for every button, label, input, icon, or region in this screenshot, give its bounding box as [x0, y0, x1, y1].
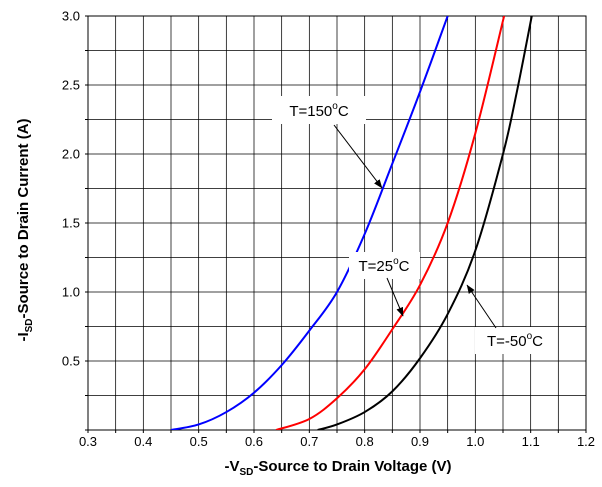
y-axis-label-tail: -Source to Drain Current (A) — [15, 118, 32, 318]
x-axis-label-sub: SD — [240, 467, 254, 478]
y-tick-label: 0.5 — [62, 354, 80, 369]
y-axis-label: -ISD-Source to Drain Current (A) — [15, 118, 35, 341]
y-tick-label: 1.0 — [62, 285, 80, 300]
annotation-t-50: T=-50oC — [466, 284, 555, 354]
x-tick-label: 0.6 — [245, 434, 263, 449]
x-axis-label-tail: -Source to Drain Voltage (V) — [253, 458, 451, 475]
annotation-label-main: T=25 — [358, 258, 393, 275]
y-tick-label: 2.0 — [62, 147, 80, 162]
series-line-t25 — [275, 16, 506, 430]
annotation-label-tail: C — [338, 103, 349, 120]
annotation-arrow — [466, 284, 497, 329]
annotation-label-tail: C — [399, 258, 410, 275]
annotation-t150: T=150oC — [272, 96, 383, 189]
annotation-label: T=25oC — [358, 256, 409, 275]
x-axis-label: -VSD-Source to Drain Voltage (V) — [225, 458, 452, 478]
annotation-label-sup: o — [527, 331, 533, 342]
plot-frame — [87, 15, 587, 431]
y-tick-label: 3.0 — [62, 9, 80, 24]
x-tick-label: 0.8 — [356, 434, 374, 449]
annotation-label: T=-50oC — [487, 331, 543, 350]
annotation-t25: T=25oC — [349, 252, 420, 317]
annotation-background — [272, 96, 366, 124]
y-tick-label: 1.5 — [62, 216, 80, 231]
tick-marks — [85, 15, 587, 433]
tick-labels: 0.3 0.4 0.5 0.6 0.7 0.8 0.9 1.0 1.1 1.2 0.5 1.0 1.5 2… — [62, 9, 595, 450]
annotation-background — [349, 252, 420, 279]
x-tick-label: 0.7 — [300, 434, 318, 449]
y-axis-label-sub: SD — [24, 318, 35, 332]
x-tick-label: 0.5 — [190, 434, 208, 449]
series-line-t150 — [170, 16, 449, 430]
x-tick-label: 0.3 — [79, 434, 97, 449]
series-line-t-50 — [317, 16, 533, 430]
annotation-background — [475, 327, 555, 354]
y-tick-label: 2.5 — [62, 78, 80, 93]
annotation-label-main: T=150 — [289, 103, 332, 120]
annotation-label: T=150oC — [289, 101, 349, 120]
x-tick-label: 0.9 — [411, 434, 429, 449]
annotation-arrow — [333, 124, 383, 189]
x-axis-label-main: -V — [225, 458, 240, 475]
annotation-label-sup: o — [332, 101, 338, 112]
annotation-label-sup: o — [393, 256, 399, 267]
series-group — [170, 16, 533, 430]
x-tick-label: 1.0 — [466, 434, 484, 449]
y-axis-label-main: -I — [15, 332, 32, 341]
x-tick-label: 0.4 — [134, 434, 152, 449]
annotation-arrow — [386, 277, 404, 317]
x-tick-label: 1.1 — [522, 434, 540, 449]
x-tick-label: 1.2 — [577, 434, 595, 449]
annotation-label-main: T=-50 — [487, 333, 527, 350]
annotation-label-tail: C — [532, 333, 543, 350]
